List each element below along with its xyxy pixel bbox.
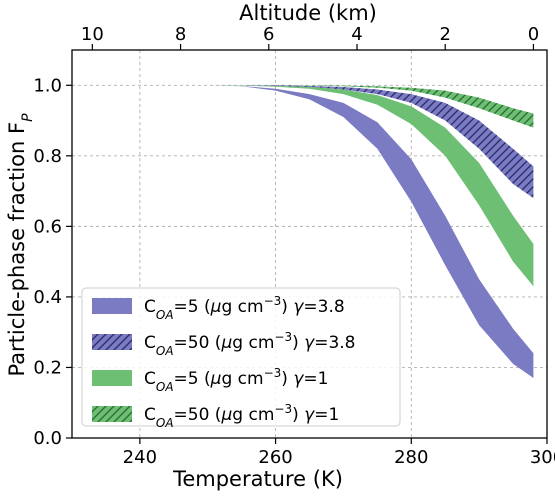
legend-swatch-3: [92, 370, 132, 386]
y-tick-label: 1.0: [33, 75, 62, 96]
y-tick-label: 0.0: [33, 428, 62, 449]
legend-label-1: COA=5 (μg cm−3) γ=3.8: [144, 294, 345, 322]
legend-label-4: COA=50 (μg cm−3) γ=1: [144, 402, 339, 430]
top-tick-label: 6: [263, 24, 274, 45]
top-tick-label: 10: [81, 24, 104, 45]
series-band-2: [207, 85, 534, 199]
x-tick-label: 240: [123, 447, 157, 468]
y-tick-label: 0.4: [33, 287, 62, 308]
series-band-3: [207, 85, 534, 287]
legend-label-3: COA=5 (μg cm−3) γ=1: [144, 366, 328, 394]
series-band-4: [207, 85, 534, 128]
legend-label-2: COA=50 (μg cm−3) γ=3.8: [144, 330, 355, 358]
y-tick-label: 0.8: [33, 146, 62, 167]
x-tick-label: 260: [258, 447, 292, 468]
top-tick-label: 8: [175, 24, 186, 45]
y-tick-label: 0.2: [33, 357, 62, 378]
top-tick-label: 2: [439, 24, 450, 45]
y-tick-label: 0.6: [33, 216, 62, 237]
top-axis-label: Altitude (km): [239, 1, 377, 25]
legend-swatch-1: [92, 298, 132, 314]
top-tick-label: 4: [351, 24, 362, 45]
legend-swatch-2: [92, 334, 132, 350]
top-tick-label: 0: [528, 24, 539, 45]
legend-box: [81, 287, 401, 427]
plot-frame: [71, 49, 548, 439]
series-band-1: [207, 85, 534, 379]
axis-ticks: 240 260 280 300 0.0 0.2 0.4 0.6 0.8 1.0 10 8 6 4 2 0: [33, 24, 555, 468]
legend-swatch-4: [92, 406, 132, 422]
x-tick-label: 300: [530, 447, 555, 468]
data-bands: [207, 85, 534, 379]
legend: COA=5 (μg cm−3) γ=3.8 COA=50 (μg cm−3) γ=…: [81, 287, 401, 430]
x-tick-label: 280: [394, 447, 428, 468]
x-axis-label: Temperature (K): [172, 467, 343, 491]
y-axis-label: Particle-phase fraction FP: [5, 113, 36, 377]
